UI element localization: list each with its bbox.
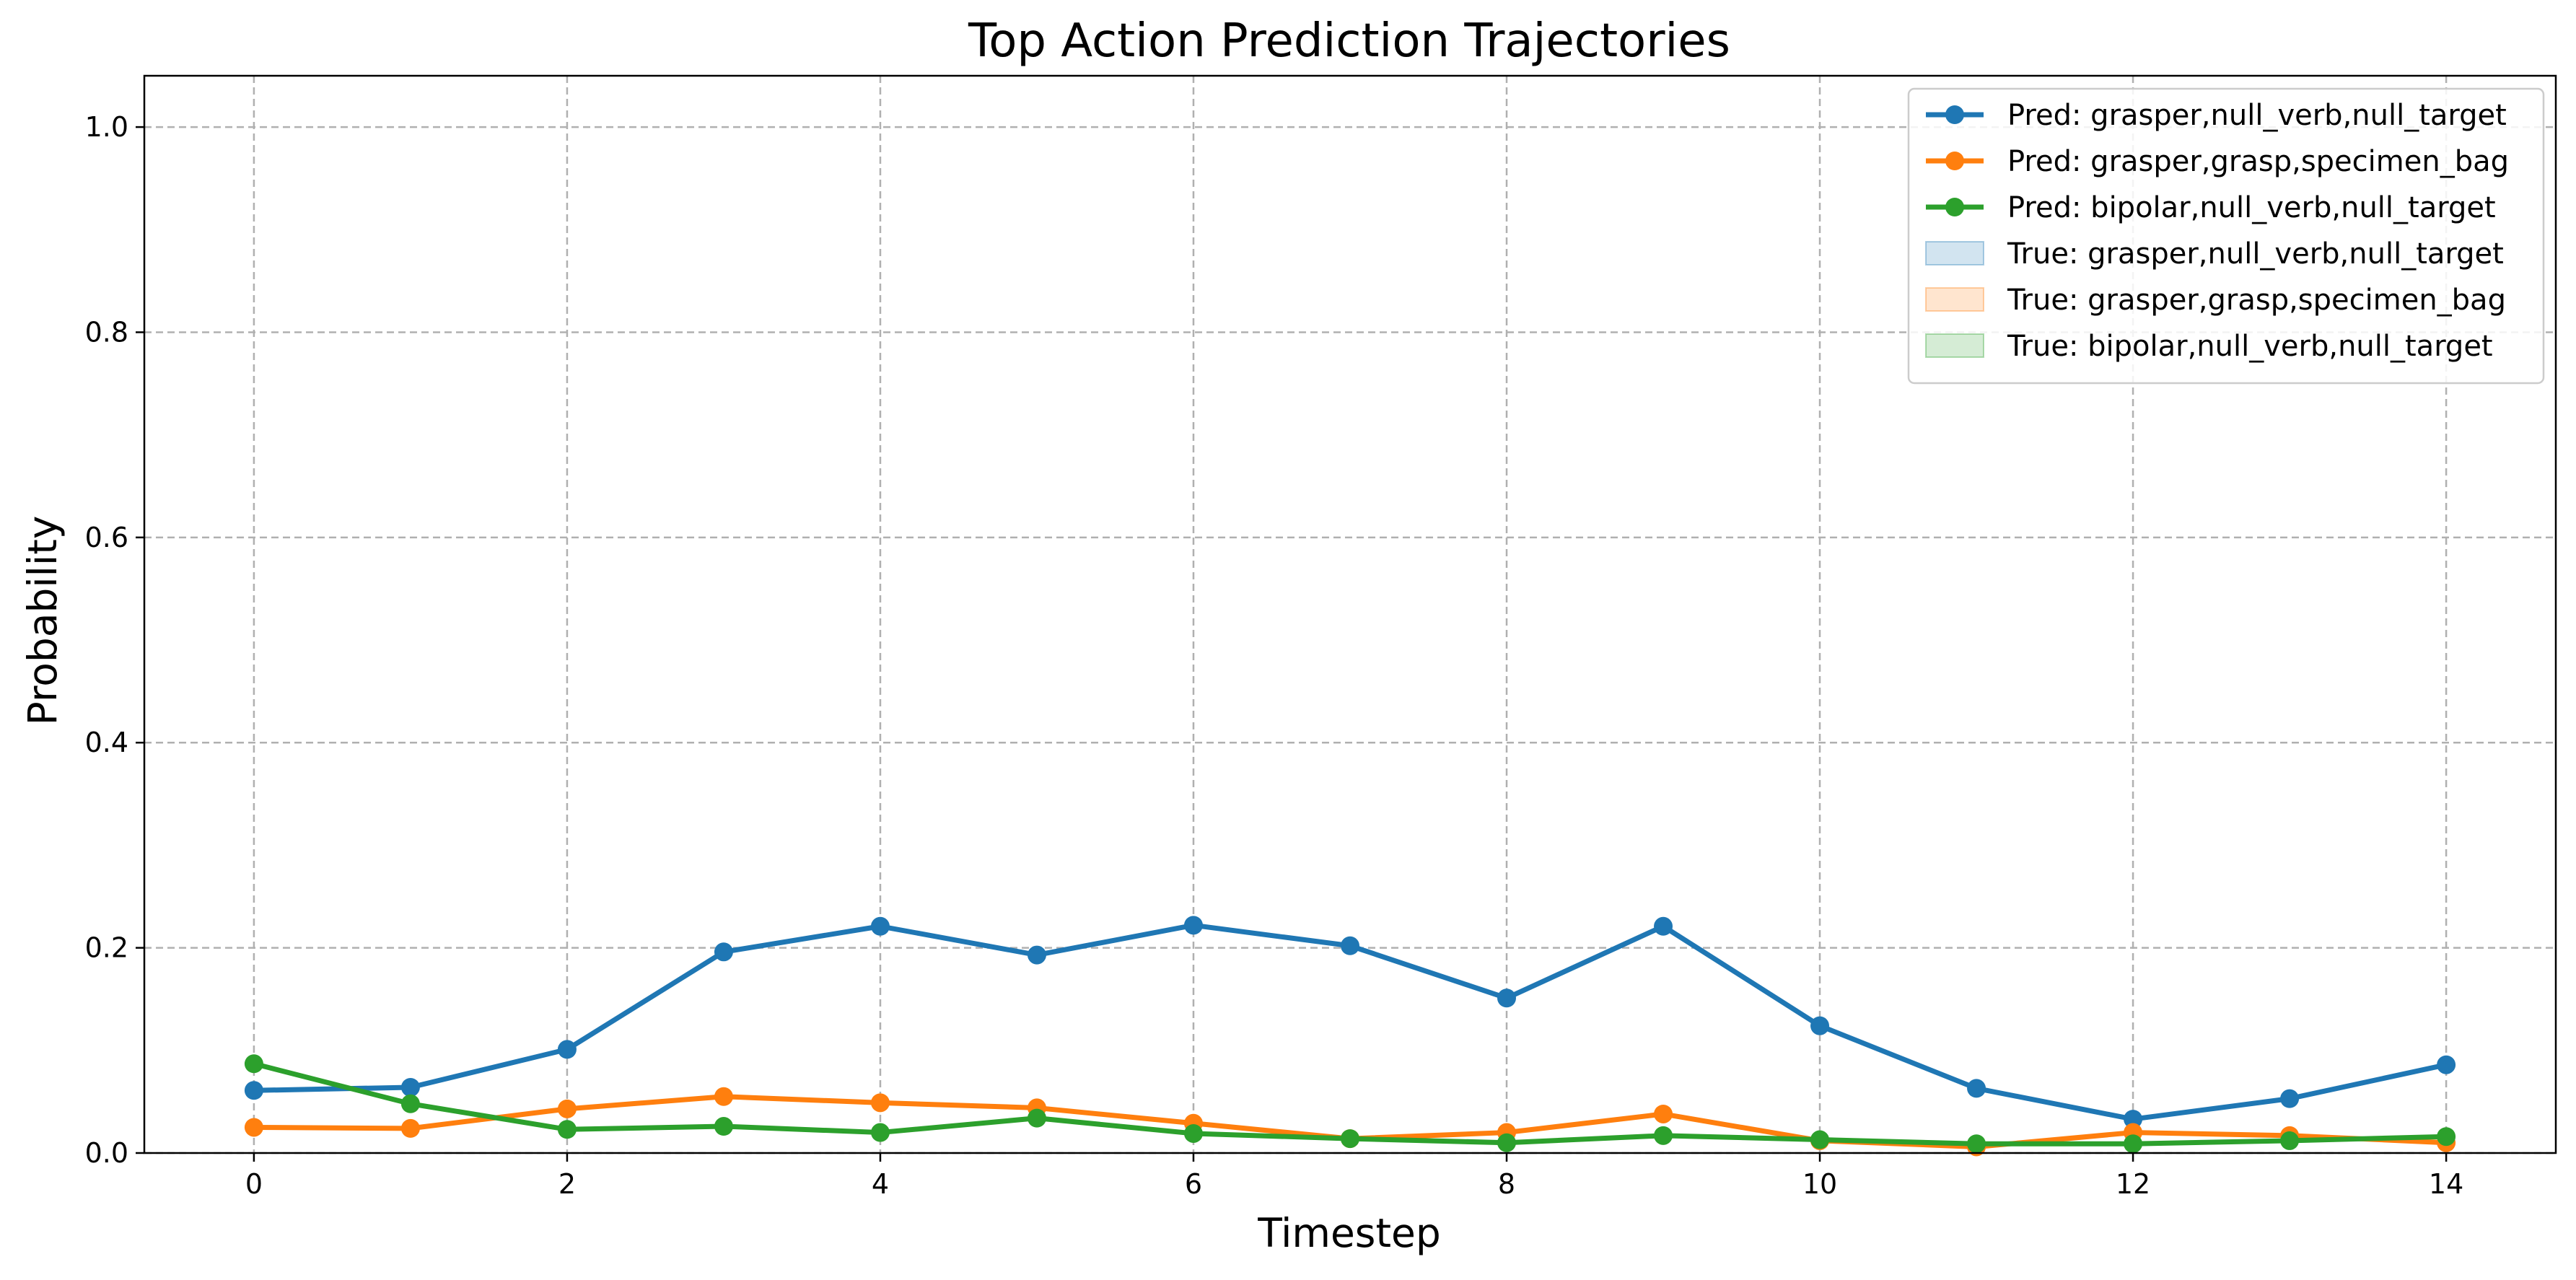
y-axis-label: Probability [19, 516, 66, 726]
data-point [1027, 945, 1046, 965]
x-tick-label: 6 [1185, 1168, 1202, 1200]
data-point [244, 1054, 263, 1074]
legend-marker [1945, 152, 1964, 170]
x-axis-label: Timestep [1257, 1210, 1441, 1256]
x-tick-label: 8 [1498, 1168, 1515, 1200]
legend-entry-label: Pred: grasper,grasp,specimen_bag [2007, 145, 2509, 178]
legend: Pred: grasper,null_verb,null_target Pred:… [1907, 87, 2545, 385]
data-point [557, 1040, 577, 1059]
data-point [1810, 1130, 1830, 1149]
data-point [244, 1118, 263, 1137]
legend-area-swatch [1925, 241, 1984, 266]
data-point [1654, 1104, 1673, 1123]
data-point [1497, 989, 1517, 1008]
data-point [714, 1117, 733, 1136]
data-point [400, 1094, 420, 1113]
series-layer [244, 916, 2456, 1157]
x-tick-label: 0 [245, 1168, 263, 1200]
data-point [1341, 936, 1359, 955]
y-tick-label: 0.8 [85, 316, 128, 348]
y-axis-ticks: 0.0 0.2 0.4 0.6 0.8 1.0 [85, 111, 144, 1169]
y-tick-label: 0.6 [85, 522, 128, 553]
x-tick-label: 12 [2116, 1168, 2150, 1200]
data-point [1183, 1123, 1203, 1143]
data-point [1654, 916, 1673, 936]
legend-area-swatch [1925, 287, 1984, 312]
legend-box [1907, 87, 2545, 385]
chart-title: Top Action Prediction Trajectories [968, 14, 1730, 68]
legend-area-swatch [1925, 333, 1984, 358]
data-point [2124, 1134, 2143, 1154]
series-0 [244, 916, 2456, 1129]
x-axis-ticks: 0 2 4 6 8 10 12 14 [245, 1153, 2463, 1200]
data-point [2124, 1110, 2143, 1129]
y-tick-label: 0.0 [85, 1137, 128, 1169]
series-2 [244, 1054, 2456, 1154]
data-point [1183, 916, 1203, 935]
data-point [1341, 1129, 1359, 1149]
data-point [1967, 1079, 1986, 1098]
plot-frame [143, 74, 2557, 1154]
data-point [2280, 1089, 2300, 1108]
data-point [870, 1123, 890, 1142]
y-tick-label: 0.2 [85, 932, 128, 964]
data-point [2437, 1055, 2456, 1074]
data-point [870, 916, 890, 936]
data-point [557, 1120, 577, 1139]
data-point [1810, 1016, 1830, 1035]
data-point [714, 942, 733, 962]
data-point [557, 1099, 577, 1118]
data-point [2437, 1127, 2456, 1147]
x-tick-label: 4 [872, 1168, 889, 1200]
x-tick-label: 14 [2429, 1168, 2463, 1200]
legend-entry-label: Pred: grasper,null_verb,null_target [2007, 99, 2507, 132]
legend-entry-label: True: grasper,null_verb,null_target [2007, 237, 2504, 271]
legend-marker [1945, 105, 1964, 124]
data-point [714, 1087, 733, 1106]
legend-entry-label: Pred: bipolar,null_verb,null_target [2007, 191, 2496, 224]
data-point [1027, 1108, 1046, 1128]
legend-entry-label: True: bipolar,null_verb,null_target [2007, 330, 2493, 363]
x-tick-label: 10 [1802, 1168, 1837, 1200]
data-point [400, 1118, 420, 1138]
data-point [1967, 1134, 1986, 1154]
data-point [400, 1077, 420, 1097]
x-tick-label: 2 [558, 1168, 576, 1200]
legend-marker [1945, 198, 1964, 216]
data-point [870, 1093, 890, 1113]
data-point [1497, 1133, 1517, 1152]
y-tick-label: 0.4 [85, 727, 128, 758]
legend-entry-label: True: grasper,grasp,specimen_bag [2007, 284, 2506, 317]
data-point [1654, 1126, 1673, 1145]
data-point [2280, 1131, 2300, 1150]
data-point [244, 1081, 263, 1100]
y-tick-label: 1.0 [85, 111, 128, 143]
